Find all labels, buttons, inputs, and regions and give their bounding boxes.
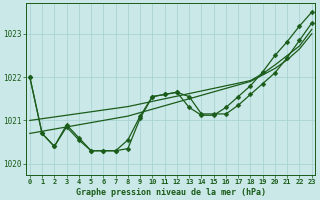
X-axis label: Graphe pression niveau de la mer (hPa): Graphe pression niveau de la mer (hPa): [76, 188, 266, 197]
